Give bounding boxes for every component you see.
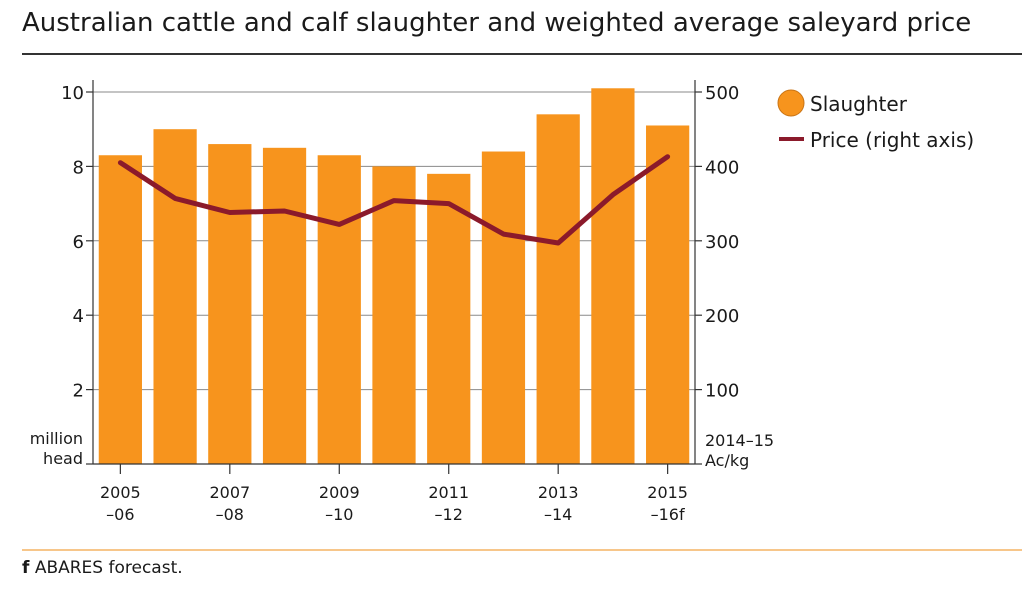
bar-2005–06 (98, 155, 142, 465)
chart-title: Australian cattle and calf slaughter and… (22, 8, 972, 38)
x-tick-label-year: 2007 (209, 483, 250, 502)
x-tick-label-suffix: –08 (216, 505, 244, 524)
y-right-tick-label: 400 (705, 157, 739, 178)
x-tick-label-year: 2013 (538, 483, 579, 502)
bar-2015–16f (646, 125, 690, 464)
y-left-tick-label: 8 (73, 157, 84, 178)
bar-2011–12 (427, 173, 471, 464)
x-tick-label-suffix: –10 (325, 505, 353, 524)
x-tick-label-suffix: –14 (544, 505, 572, 524)
y-left-tick-label: 2 (73, 381, 84, 402)
y-right-tick-label: 300 (705, 232, 739, 253)
y-right-axis-label-line1: 2014–15 (705, 431, 774, 450)
y-left-tick-label: 10 (61, 83, 84, 104)
footnote: f ABARES forecast. (22, 558, 183, 578)
bar-2007–08 (208, 144, 252, 464)
y-right-tick-label: 100 (705, 381, 739, 402)
x-tick-label-suffix: –12 (435, 505, 463, 524)
y-left-tick-label: 4 (73, 306, 84, 327)
x-tick-label-suffix: –06 (106, 505, 134, 524)
bar-2012–13 (481, 151, 526, 464)
bar-2008–09 (262, 147, 307, 465)
x-tick-label-year: 2009 (319, 483, 360, 502)
x-tick-label-suffix: –16f (651, 505, 685, 524)
title-rule (22, 53, 1022, 55)
bar-2010–11 (372, 166, 416, 464)
legend-label-slaughter: Slaughter (810, 92, 908, 116)
footnote-text: ABARES forecast. (34, 558, 183, 578)
footnote-marker: f (22, 558, 30, 578)
bar-2013–14 (536, 114, 580, 464)
x-tick-label-year: 2015 (647, 483, 688, 502)
y-right-axis-label-line2: Ac/kg (705, 451, 749, 470)
legend-label-price: Price (right axis) (810, 128, 974, 152)
x-tick-label-year: 2011 (428, 483, 469, 502)
bar-2006–07 (153, 129, 197, 464)
price-line (117, 154, 671, 246)
y-left-tick-label: 6 (73, 232, 84, 253)
y-left-axis-label-line1: million (30, 429, 83, 448)
y-right-tick-label: 200 (705, 306, 739, 327)
y-right-tick-label: 500 (705, 83, 739, 104)
legend-swatch-slaughter (777, 89, 805, 117)
bar-2014–15 (591, 88, 635, 464)
y-left-axis-label-line2: head (43, 449, 83, 468)
footnote-rule (22, 549, 1022, 551)
bar-2009–10 (317, 155, 361, 465)
x-tick-label-year: 2005 (100, 483, 141, 502)
